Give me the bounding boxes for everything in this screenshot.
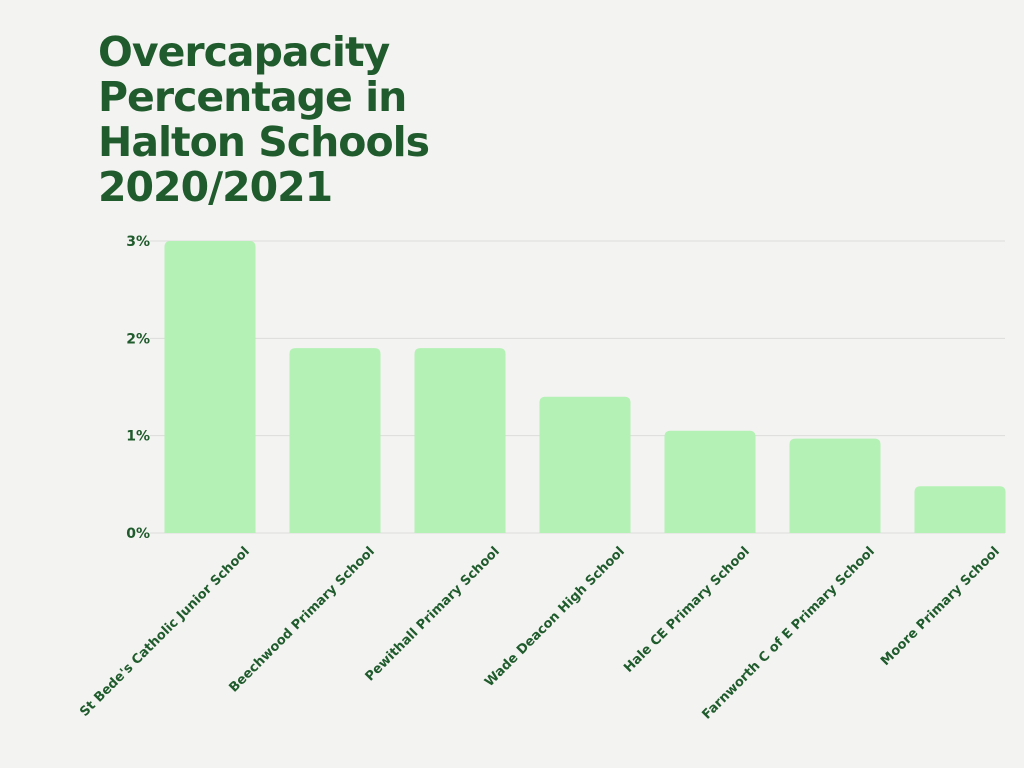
chart-title-line: Percentage in bbox=[98, 73, 407, 121]
y-tick-label: 2% bbox=[126, 331, 150, 347]
bar bbox=[164, 241, 256, 533]
chart-title-line: 2020/2021 bbox=[98, 163, 333, 211]
bar bbox=[539, 396, 631, 533]
x-tick-label: Pewithall Primary School bbox=[363, 544, 503, 684]
x-tick-label: Moore Primary School bbox=[878, 544, 1003, 669]
x-tick-label: St Bede's Catholic Junior School bbox=[77, 544, 253, 720]
bars bbox=[164, 241, 1006, 533]
y-tick-label: 0% bbox=[126, 526, 150, 542]
chart-title: Overcapacity Percentage in Halton School… bbox=[98, 30, 458, 210]
y-tick-label: 3% bbox=[126, 234, 150, 250]
bar bbox=[414, 348, 506, 533]
bar bbox=[914, 486, 1006, 533]
x-tick-label: Hale CE Primary School bbox=[621, 544, 753, 676]
bar bbox=[789, 438, 881, 533]
chart-title-line: Halton Schools bbox=[98, 118, 430, 166]
y-tick-label: 1% bbox=[126, 429, 150, 445]
bar bbox=[664, 430, 756, 533]
chart-title-line: Overcapacity bbox=[98, 28, 390, 76]
y-axis-ticks: 0% 1% 2% 3% bbox=[126, 234, 150, 542]
x-axis-labels: St Bede's Catholic Junior SchoolBeechwoo… bbox=[77, 544, 1003, 722]
x-tick-label: Beechwood Primary School bbox=[227, 544, 378, 695]
bar bbox=[289, 348, 381, 533]
x-tick-label: Wade Deacon High School bbox=[482, 544, 628, 690]
